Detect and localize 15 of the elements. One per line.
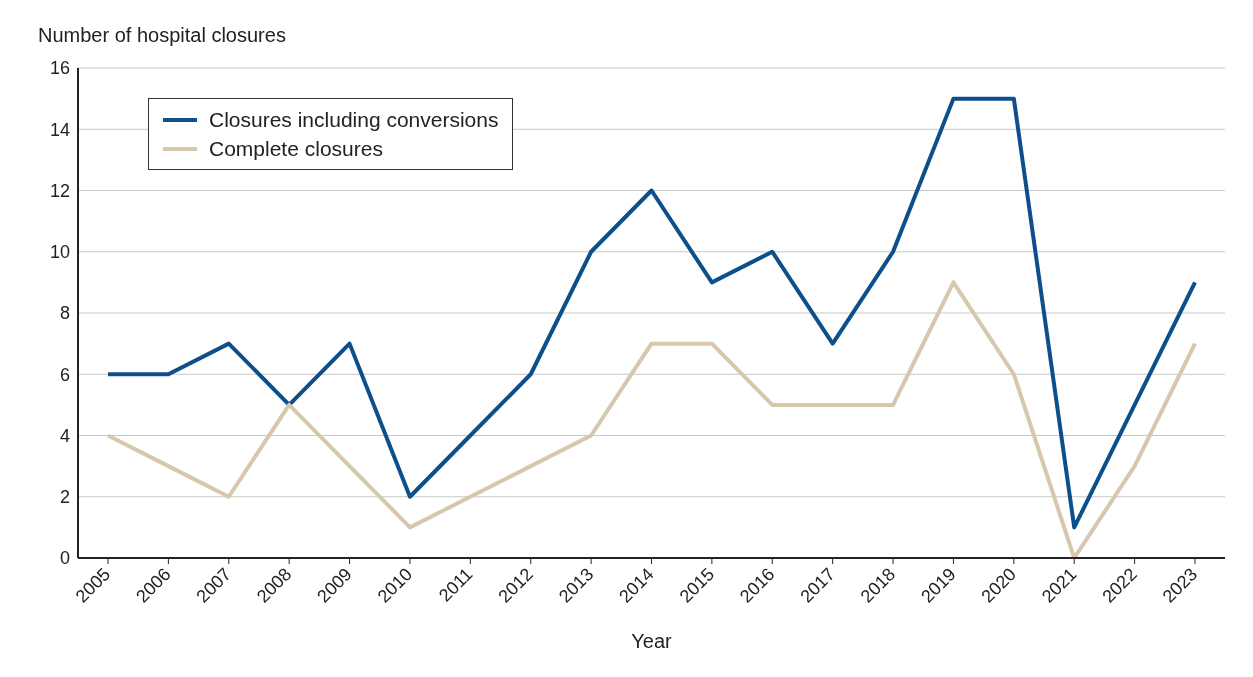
y-tick-label: 10: [49, 242, 70, 263]
legend-label: Closures including conversions: [208, 107, 499, 133]
legend-label: Complete closures: [208, 136, 384, 162]
y-tick-label: 8: [59, 303, 70, 324]
line-series: [106, 280, 1197, 558]
y-tick-label: 0: [59, 548, 70, 569]
y-tick-label: 6: [59, 364, 70, 385]
x-axis-title: Year: [631, 630, 673, 652]
line-series: [106, 96, 1197, 530]
y-tick-label: 2: [59, 487, 70, 508]
y-tick-label: 16: [49, 58, 70, 79]
y-tick-label: 12: [49, 180, 70, 201]
y-tick-label: 4: [59, 425, 70, 446]
y-axis-title: Number of hospital closures: [38, 24, 286, 46]
y-tick-label: 14: [49, 119, 70, 140]
